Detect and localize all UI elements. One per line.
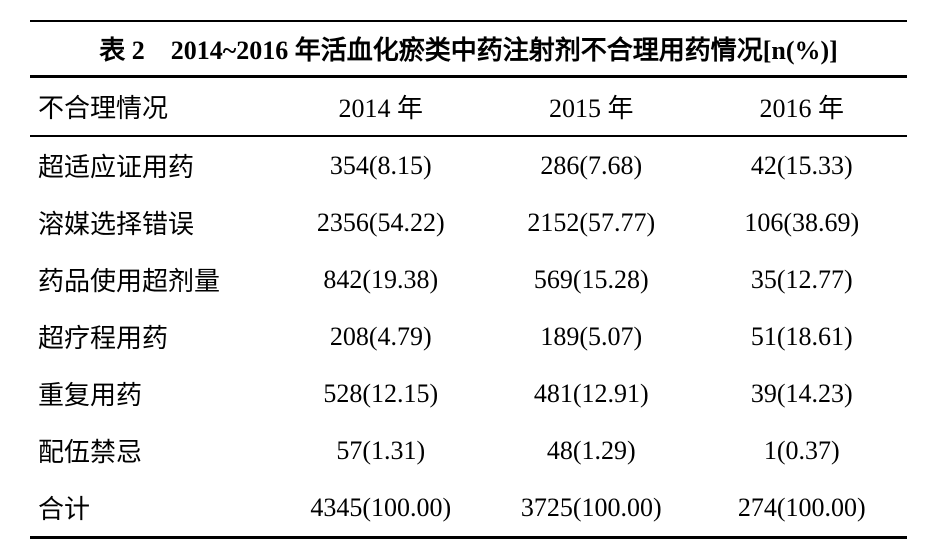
- row-label: 超疗程用药: [30, 308, 276, 365]
- row-value-2015: 286(7.68): [486, 136, 696, 194]
- row-value-2014: 4345(100.00): [276, 479, 486, 538]
- table-title: 表 2 2014~2016 年活血化瘀类中药注射剂不合理用药情况[n(%)]: [30, 20, 907, 75]
- row-value-2016: 39(14.23): [696, 365, 907, 422]
- row-value-2015: 48(1.29): [486, 422, 696, 479]
- row-value-2015: 2152(57.77): [486, 194, 696, 251]
- row-label: 超适应证用药: [30, 136, 276, 194]
- row-value-2014: 2356(54.22): [276, 194, 486, 251]
- table-row: 超适应证用药 354(8.15) 286(7.68) 42(15.33): [30, 136, 907, 194]
- row-value-2016: 274(100.00): [696, 479, 907, 538]
- column-header-2015: 2015 年: [486, 77, 696, 137]
- table-header-row: 不合理情况 2014 年 2015 年 2016 年: [30, 77, 907, 137]
- row-label: 配伍禁忌: [30, 422, 276, 479]
- data-table: 不合理情况 2014 年 2015 年 2016 年 超适应证用药 354(8.…: [30, 75, 907, 539]
- row-value-2014: 354(8.15): [276, 136, 486, 194]
- column-header-2016: 2016 年: [696, 77, 907, 137]
- row-value-2014: 208(4.79): [276, 308, 486, 365]
- row-value-2015: 569(15.28): [486, 251, 696, 308]
- row-value-2016: 51(18.61): [696, 308, 907, 365]
- column-header-2014: 2014 年: [276, 77, 486, 137]
- table-body: 超适应证用药 354(8.15) 286(7.68) 42(15.33) 溶媒选…: [30, 136, 907, 538]
- row-value-2014: 842(19.38): [276, 251, 486, 308]
- row-label: 合计: [30, 479, 276, 538]
- table-row: 超疗程用药 208(4.79) 189(5.07) 51(18.61): [30, 308, 907, 365]
- row-label: 溶媒选择错误: [30, 194, 276, 251]
- table-container: 表 2 2014~2016 年活血化瘀类中药注射剂不合理用药情况[n(%)] 不…: [30, 20, 907, 539]
- row-value-2015: 481(12.91): [486, 365, 696, 422]
- row-label: 药品使用超剂量: [30, 251, 276, 308]
- row-value-2016: 42(15.33): [696, 136, 907, 194]
- table-row: 药品使用超剂量 842(19.38) 569(15.28) 35(12.77): [30, 251, 907, 308]
- row-value-2014: 528(12.15): [276, 365, 486, 422]
- table-row: 重复用药 528(12.15) 481(12.91) 39(14.23): [30, 365, 907, 422]
- row-value-2016: 35(12.77): [696, 251, 907, 308]
- row-value-2016: 1(0.37): [696, 422, 907, 479]
- row-value-2015: 189(5.07): [486, 308, 696, 365]
- row-value-2016: 106(38.69): [696, 194, 907, 251]
- column-header-situation: 不合理情况: [30, 77, 276, 137]
- table-row-total: 合计 4345(100.00) 3725(100.00) 274(100.00): [30, 479, 907, 538]
- table-row: 溶媒选择错误 2356(54.22) 2152(57.77) 106(38.69…: [30, 194, 907, 251]
- row-label: 重复用药: [30, 365, 276, 422]
- table-row: 配伍禁忌 57(1.31) 48(1.29) 1(0.37): [30, 422, 907, 479]
- row-value-2015: 3725(100.00): [486, 479, 696, 538]
- row-value-2014: 57(1.31): [276, 422, 486, 479]
